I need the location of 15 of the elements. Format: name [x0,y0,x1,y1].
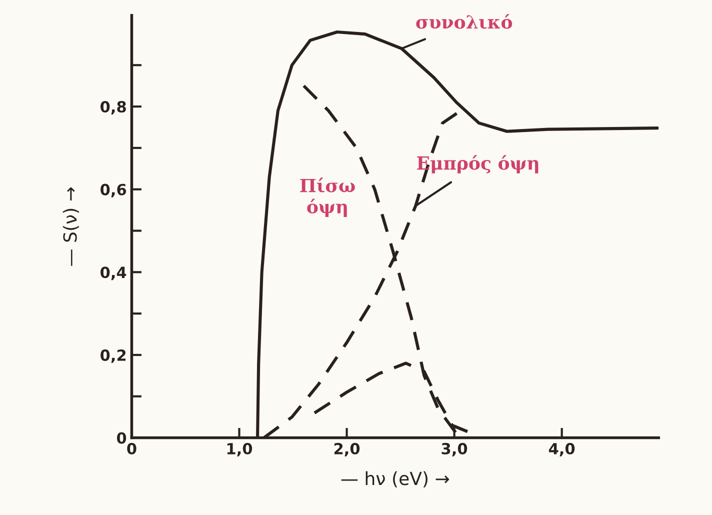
y-tick-label: 0,8 [100,101,126,115]
x-axis-title: — hν (eV) → [341,471,450,488]
y-axis-title: — S(ν) → [62,187,79,266]
y-tick-label: 0 [116,432,126,444]
series-label: Πίσω όψη [300,178,355,217]
x-tick-label: 0 [127,442,136,454]
y-tick-label: 0,4 [100,266,126,280]
x-tick-label: 4,0 [548,442,575,456]
y-tick-label: 0,2 [100,349,126,363]
x-tick-label: 1,0 [227,442,252,456]
series-label: συνολικό [416,14,512,29]
x-tick-label: 2,0 [334,442,360,456]
y-tick-label: 0,6 [100,184,126,198]
x-tick-label: 3,0 [442,442,468,456]
series-label: Εμπρός όψη [417,155,538,174]
